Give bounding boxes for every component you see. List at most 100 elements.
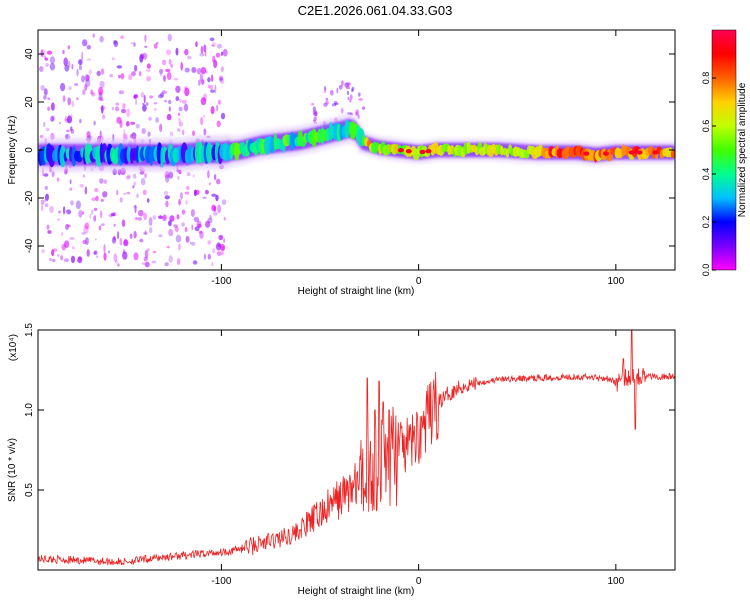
heatmap-noise-cell — [70, 126, 73, 132]
heatmap-noise-cell — [77, 256, 83, 264]
heatmap-noise-cell — [175, 234, 182, 243]
heatmap-noise-cell — [144, 249, 149, 259]
heatmap-noise-cell — [138, 209, 144, 217]
heatmap-noise-cell — [325, 97, 329, 102]
heatmap-noise-cell — [143, 232, 148, 235]
heatmap-noise-cell — [44, 203, 49, 207]
heatmap-noise-cell — [313, 116, 317, 122]
heatmap-noise-cell — [200, 97, 207, 106]
heatmap-noise-cell — [47, 106, 50, 111]
heatmap-noise-cell — [312, 106, 316, 112]
heatmap-noise-cell — [165, 68, 171, 73]
heatmap-noise-cell — [47, 230, 52, 234]
y-tick-label: 1.0 — [24, 403, 35, 417]
heatmap-noise-cell — [93, 250, 98, 255]
heatmap-noise-cell — [51, 249, 55, 257]
heatmap-noise-cell — [159, 72, 163, 77]
heatmap-noise-cell — [141, 128, 146, 134]
heatmap-noise-cell — [211, 262, 214, 267]
heatmap-noise-cell — [330, 89, 334, 96]
heatmap-noise-cell — [200, 45, 204, 54]
snr-y-axis-label: SNR (10 * v/v) — [7, 438, 18, 502]
heatmap-noise-cell — [117, 231, 120, 240]
heatmap-noise-cell — [210, 106, 215, 115]
heatmap-noise-cell — [346, 82, 352, 86]
heatmap-noise-cell — [223, 216, 226, 221]
heatmap-noise-cell — [134, 204, 137, 214]
heatmap-noise-cell — [99, 178, 104, 184]
heatmap-noise-cell — [143, 256, 148, 262]
heatmap-noise-cell — [44, 57, 49, 61]
colorbar-tick-label: 0.4 — [701, 168, 711, 181]
heatmap-noise-cell — [113, 40, 119, 47]
colorbar-ticks: 0.0 0.2 0.4 0.6 0.8 — [701, 72, 716, 277]
heatmap-peak-cell — [652, 150, 659, 155]
heatmap-noise-cell — [152, 250, 157, 254]
heatmap-noise-cell — [158, 234, 163, 238]
heatmap-noise-cell — [221, 199, 227, 206]
x-tick-label: 0 — [416, 576, 422, 587]
heatmap-noise-cell — [160, 92, 165, 97]
heatmap-noise-cell — [45, 63, 49, 67]
heatmap-noise-cell — [181, 99, 187, 104]
y-tick-label: 0.5 — [24, 483, 35, 497]
heatmap-noise-cell — [62, 49, 65, 55]
heatmap-noise-cell — [101, 99, 104, 102]
heatmap-noise-cell — [115, 102, 119, 106]
heatmap-noise-cell — [220, 77, 225, 85]
heatmap-noise-cell — [207, 253, 211, 260]
heatmap-noise-cell — [180, 61, 183, 71]
heatmap-noise-cell — [143, 212, 147, 221]
heatmap-noise-cell — [211, 44, 215, 47]
heatmap-noise-cell — [168, 58, 172, 65]
heatmap-noise-cell — [185, 200, 188, 205]
heatmap-noise-cell — [211, 41, 217, 48]
heatmap-noise-cell — [162, 214, 167, 222]
heatmap-noise-cell — [130, 121, 136, 125]
heatmap-noise-cell — [70, 255, 76, 264]
heatmap-noise-cell — [71, 63, 74, 70]
heatmap-noise-cell — [312, 110, 316, 115]
heatmap-noise-cell — [116, 189, 119, 196]
heatmap-noise-cell — [82, 174, 86, 178]
heatmap-noise-cell — [215, 194, 219, 202]
heatmap-noise-cell — [47, 97, 51, 101]
heatmap-noise-cell — [209, 37, 215, 42]
heatmap-noise-cell — [83, 225, 89, 235]
x-tick-label: 100 — [607, 276, 624, 287]
heatmap-noise-cell — [66, 224, 71, 228]
heatmap-noise-cell — [132, 185, 135, 189]
heatmap-noise-cell — [82, 239, 87, 245]
heatmap-noise-cell — [66, 209, 72, 215]
heatmap-noise-cell — [96, 70, 101, 77]
heatmap-noise-cell — [183, 103, 189, 112]
heatmap-noise-cell — [67, 45, 71, 50]
heatmap-noise-cell — [144, 230, 147, 235]
heatmap-noise-cell — [45, 127, 50, 132]
spectrogram-x-ticks: -100 0 100 — [211, 30, 625, 287]
colorbar: 0.0 0.2 0.4 0.6 0.8 Normalized spectral ampl… — [701, 29, 748, 277]
heatmap-noise-cell — [155, 42, 159, 45]
heatmap-noise-cell — [207, 217, 213, 224]
heatmap-noise-cell — [123, 192, 127, 196]
heatmap-noise-cell — [192, 174, 195, 178]
heatmap-noise-cell — [91, 209, 94, 215]
heatmap-noise-cell — [115, 259, 118, 264]
heatmap-noise-cell — [63, 240, 70, 248]
heatmap-noise-cell — [216, 104, 219, 112]
spectrogram-heatmap — [38, 33, 675, 268]
heatmap-noise-cell — [84, 222, 90, 230]
heatmap-noise-cell — [146, 198, 150, 203]
heatmap-noise-cell — [146, 76, 151, 82]
heatmap-noise-cell — [203, 128, 207, 136]
heatmap-noise-cell — [51, 170, 55, 178]
heatmap-noise-cell — [111, 106, 114, 111]
heatmap-noise-cell — [99, 36, 104, 43]
heatmap-cell — [135, 145, 140, 163]
heatmap-noise-cell — [133, 181, 136, 186]
colorbar-tick-label: 0.0 — [701, 264, 711, 277]
heatmap-noise-cell — [52, 115, 56, 121]
x-tick-label: 0 — [416, 276, 422, 287]
heatmap-noise-cell — [190, 209, 195, 217]
